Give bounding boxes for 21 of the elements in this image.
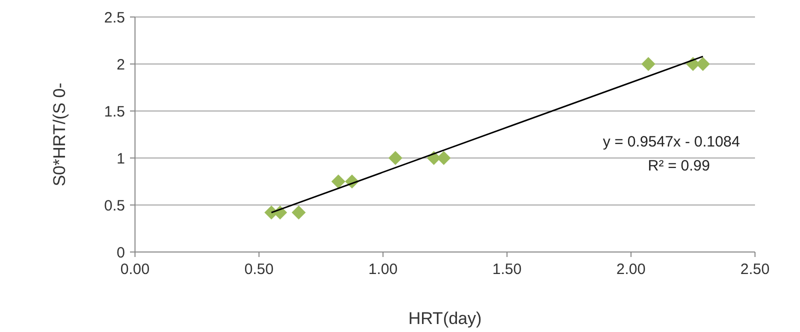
annotation: y = 0.9547x - 0.1084: [602, 134, 740, 151]
y-tick-label: 0: [116, 244, 125, 262]
point: [641, 57, 656, 71]
x-axis-title: HRT(day): [408, 309, 482, 328]
point: [331, 174, 346, 188]
y-axis-title: S0*HRT/(S 0-: [50, 82, 69, 186]
x-tick-label: 0.00: [120, 261, 150, 278]
x-tick-label: 2.00: [616, 261, 646, 278]
point: [292, 206, 306, 220]
x-tick-label: 1.00: [368, 261, 398, 278]
y-tick-label: 0.5: [104, 197, 125, 214]
point: [388, 151, 402, 165]
x-tick-label: 1.50: [492, 261, 522, 278]
y-tick-label: 2: [116, 56, 125, 74]
y-tick-label: 2.5: [104, 9, 125, 26]
y-tick-label: 1: [116, 150, 125, 168]
point: [436, 151, 451, 165]
annotation: R² = 0.99: [648, 158, 710, 175]
x-tick-label: 2.50: [740, 261, 770, 278]
x-tick-label: 0.50: [244, 261, 274, 278]
y-tick-label: 1.5: [104, 103, 125, 120]
